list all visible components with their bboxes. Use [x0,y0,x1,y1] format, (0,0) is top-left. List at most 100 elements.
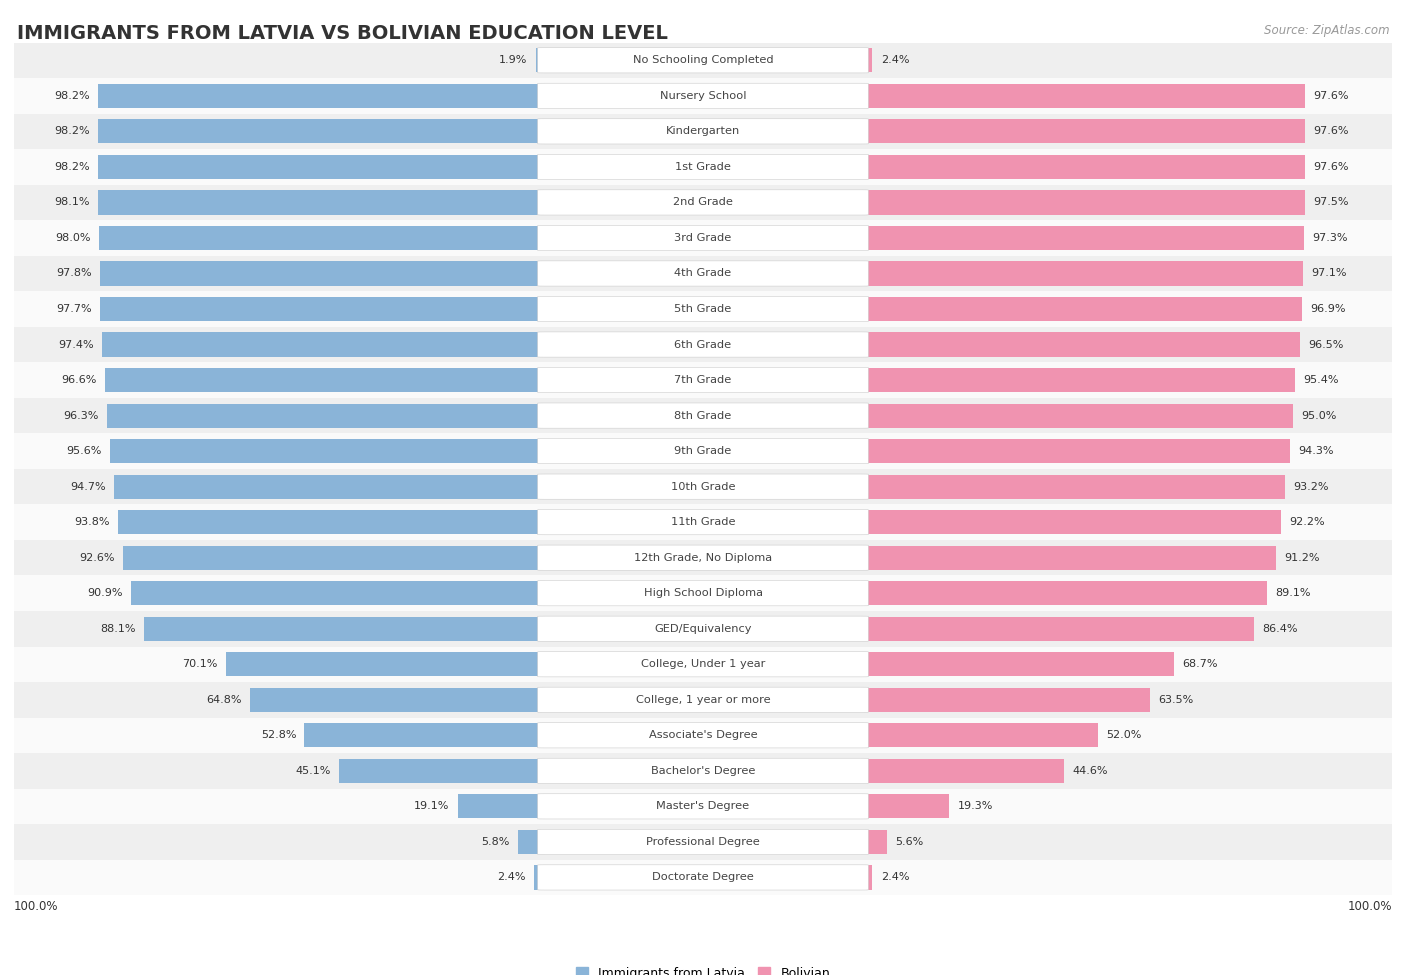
Bar [862,510,1281,534]
Bar [862,48,872,72]
Text: 4th Grade: 4th Grade [675,268,731,279]
Text: 94.7%: 94.7% [70,482,105,491]
Text: 98.2%: 98.2% [55,162,90,172]
Bar [107,404,544,428]
FancyBboxPatch shape [537,83,869,108]
Bar [14,363,1392,398]
Text: 52.0%: 52.0% [1107,730,1142,740]
Text: 93.8%: 93.8% [75,517,110,527]
Text: 90.9%: 90.9% [87,588,122,599]
Text: 2.4%: 2.4% [496,873,526,882]
FancyBboxPatch shape [537,580,869,605]
Bar [862,723,1098,748]
Text: 8th Grade: 8th Grade [675,410,731,420]
Bar [14,469,1392,504]
Text: 10th Grade: 10th Grade [671,482,735,491]
Bar [862,759,1064,783]
Text: 5.8%: 5.8% [481,837,510,847]
Text: No Schooling Completed: No Schooling Completed [633,56,773,65]
Bar [98,190,544,214]
Bar [534,866,544,889]
Text: 9th Grade: 9th Grade [675,447,731,456]
Bar [862,332,1301,357]
Text: 5th Grade: 5th Grade [675,304,731,314]
Text: IMMIGRANTS FROM LATVIA VS BOLIVIAN EDUCATION LEVEL: IMMIGRANTS FROM LATVIA VS BOLIVIAN EDUCA… [17,24,668,43]
FancyBboxPatch shape [537,545,869,570]
Bar [862,297,1302,321]
FancyBboxPatch shape [537,154,869,179]
Text: 92.6%: 92.6% [80,553,115,563]
Text: 98.2%: 98.2% [55,91,90,100]
FancyBboxPatch shape [537,510,869,534]
Bar [100,261,544,286]
Bar [14,255,1392,292]
Text: College, Under 1 year: College, Under 1 year [641,659,765,669]
Bar [131,581,544,605]
Bar [14,220,1392,255]
Text: 2.4%: 2.4% [880,56,910,65]
Text: 100.0%: 100.0% [14,900,59,913]
Bar [862,226,1303,250]
Bar [862,795,949,818]
Text: Bachelor's Degree: Bachelor's Degree [651,765,755,776]
Bar [862,404,1294,428]
Legend: Immigrants from Latvia, Bolivian: Immigrants from Latvia, Bolivian [571,961,835,975]
Text: 91.2%: 91.2% [1285,553,1320,563]
FancyBboxPatch shape [537,403,869,428]
Text: Nursery School: Nursery School [659,91,747,100]
Bar [862,84,1305,108]
Bar [14,611,1392,646]
Bar [14,114,1392,149]
Bar [339,759,544,783]
Bar [14,753,1392,789]
Bar [862,119,1305,143]
Text: 63.5%: 63.5% [1159,695,1194,705]
Text: Master's Degree: Master's Degree [657,801,749,811]
Bar [14,184,1392,220]
Bar [14,292,1392,327]
Bar [98,155,544,179]
Text: 1.9%: 1.9% [499,56,527,65]
Bar [14,504,1392,540]
FancyBboxPatch shape [537,225,869,251]
FancyBboxPatch shape [537,651,869,677]
Bar [14,646,1392,682]
Text: High School Diploma: High School Diploma [644,588,762,599]
Bar [14,398,1392,433]
FancyBboxPatch shape [537,474,869,499]
Bar [105,368,544,392]
Bar [862,616,1254,641]
FancyBboxPatch shape [537,759,869,784]
Text: 7th Grade: 7th Grade [675,375,731,385]
Bar [862,190,1305,214]
Text: 96.3%: 96.3% [63,410,98,420]
FancyBboxPatch shape [537,332,869,357]
Bar [98,226,544,250]
Text: 86.4%: 86.4% [1263,624,1298,634]
Bar [250,687,544,712]
Bar [862,830,887,854]
Bar [305,723,544,748]
FancyBboxPatch shape [537,687,869,713]
Bar [98,84,544,108]
Text: GED/Equivalency: GED/Equivalency [654,624,752,634]
Text: 1st Grade: 1st Grade [675,162,731,172]
Bar [14,682,1392,718]
Text: 96.9%: 96.9% [1310,304,1346,314]
Text: 19.1%: 19.1% [413,801,450,811]
Text: 3rd Grade: 3rd Grade [675,233,731,243]
Bar [862,866,872,889]
Text: Associate's Degree: Associate's Degree [648,730,758,740]
Bar [118,510,544,534]
Text: Professional Degree: Professional Degree [647,837,759,847]
Text: 45.1%: 45.1% [295,765,332,776]
Text: 11th Grade: 11th Grade [671,517,735,527]
Text: 100.0%: 100.0% [1347,900,1392,913]
Text: 64.8%: 64.8% [207,695,242,705]
Text: 98.0%: 98.0% [55,233,90,243]
Text: 97.3%: 97.3% [1312,233,1347,243]
Text: 97.5%: 97.5% [1313,197,1348,208]
FancyBboxPatch shape [537,865,869,890]
Bar [14,860,1392,895]
Bar [101,332,544,357]
